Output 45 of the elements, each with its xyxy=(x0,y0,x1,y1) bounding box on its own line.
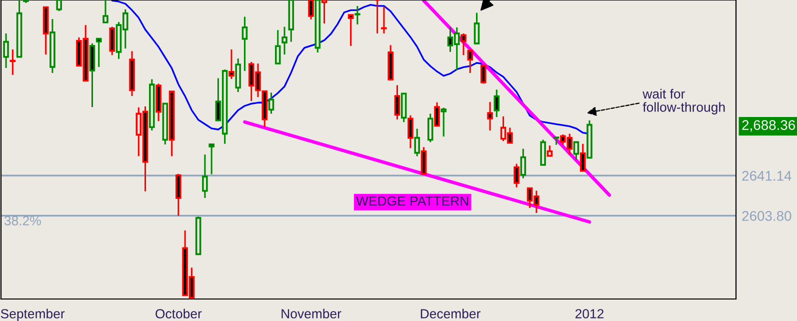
candlestick xyxy=(434,102,440,128)
candlestick xyxy=(354,5,360,26)
candlestick xyxy=(208,143,214,175)
candlestick xyxy=(514,163,520,188)
x-tick-label: October xyxy=(156,308,202,318)
candlestick xyxy=(414,128,420,157)
candlestick xyxy=(474,12,480,44)
candlestick xyxy=(580,143,586,172)
candlestick xyxy=(274,29,281,64)
y-tick-label: 2641.14 xyxy=(742,170,792,181)
candlestick xyxy=(176,173,182,216)
candlestick xyxy=(235,58,241,93)
candlestick xyxy=(96,38,102,68)
candlestick xyxy=(427,112,434,143)
candlestick xyxy=(202,154,208,199)
candlestick xyxy=(460,32,466,56)
candlestick xyxy=(480,64,486,84)
candlestick xyxy=(3,32,9,69)
x-tick-label: November xyxy=(282,308,342,318)
x-tick-label: September xyxy=(0,308,65,321)
candlestick xyxy=(440,106,447,138)
candlestick xyxy=(487,101,493,132)
text: wait for follow-through xyxy=(642,88,725,114)
candlestick xyxy=(10,48,16,76)
y-tick-label: 2603.80 xyxy=(742,211,792,221)
candlestick xyxy=(494,88,500,118)
x-tick-label: 2012 xyxy=(575,309,604,318)
candlestick xyxy=(268,92,274,114)
annotation: WEDGE PATTERN xyxy=(356,196,468,206)
candlestick xyxy=(520,148,526,180)
candlestick xyxy=(467,48,474,74)
candlestick xyxy=(408,114,414,149)
candlestick xyxy=(348,14,354,47)
candlestick xyxy=(102,0,108,24)
candlestick xyxy=(282,26,288,56)
candlestick xyxy=(381,6,387,34)
y-tick-label: 2,688.36 xyxy=(742,120,796,132)
candlestick xyxy=(573,141,580,161)
candlestick xyxy=(56,0,62,12)
candlestick xyxy=(109,26,116,56)
candlestick xyxy=(420,146,427,175)
candlestick xyxy=(242,16,248,72)
candlestick xyxy=(394,84,400,120)
x-tick-label: December xyxy=(420,308,480,318)
candlestick xyxy=(228,48,234,80)
